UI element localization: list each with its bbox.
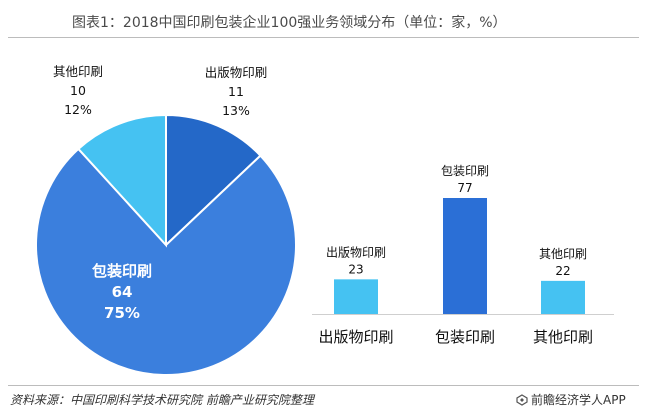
bar-value-label: 77: [457, 181, 472, 195]
bar-category-tick: 其他印刷: [533, 328, 593, 346]
pie-chart: 出版物印刷 11 13% 包装印刷 64 75% 其他印刷 10 12%: [35, 64, 297, 376]
pie-label-name: 包装印刷: [92, 262, 152, 280]
pie-label-percent: 12%: [64, 102, 92, 117]
bar-3: [541, 280, 585, 314]
brand-logo-icon: [516, 393, 528, 406]
bar-value-label: 22: [555, 264, 570, 278]
pie-label-percent: 75%: [104, 304, 140, 322]
brand-mark: 前瞻经济学人APP: [516, 391, 626, 408]
pie-slice-2: [35, 147, 297, 376]
top-divider: [8, 37, 639, 38]
pie-label-percent: 13%: [222, 103, 250, 118]
bar-2: [443, 198, 487, 314]
pie-label-value: 11: [228, 84, 244, 99]
bar-1: [334, 279, 378, 314]
bar-series-label: 其他印刷: [539, 247, 587, 261]
source-note: 资料来源：中国印刷科学技术研究院 前瞻产业研究院整理: [10, 393, 314, 407]
bottom-divider: [8, 385, 639, 386]
pie-label-name: 出版物印刷: [205, 65, 268, 80]
pie-label-name: 其他印刷: [53, 64, 103, 79]
pie-label-value: 64: [112, 283, 133, 301]
bar-series-label: 包装印刷: [441, 164, 489, 178]
pie-label-value: 10: [70, 83, 86, 98]
bar-category-tick: 包装印刷: [435, 328, 495, 346]
pie-slice-1: [165, 113, 262, 248]
brand-name: 前瞻经济学人APP: [531, 393, 626, 407]
bar-value-label: 23: [348, 262, 363, 276]
chart-title: 图表1：2018中国印刷包装企业100强业务领域分布（单位：家，%）: [72, 15, 507, 31]
pie-slice-3: [77, 113, 167, 248]
bar-category-tick: 出版物印刷: [318, 328, 393, 346]
bar-series-label: 出版物印刷: [326, 245, 386, 259]
